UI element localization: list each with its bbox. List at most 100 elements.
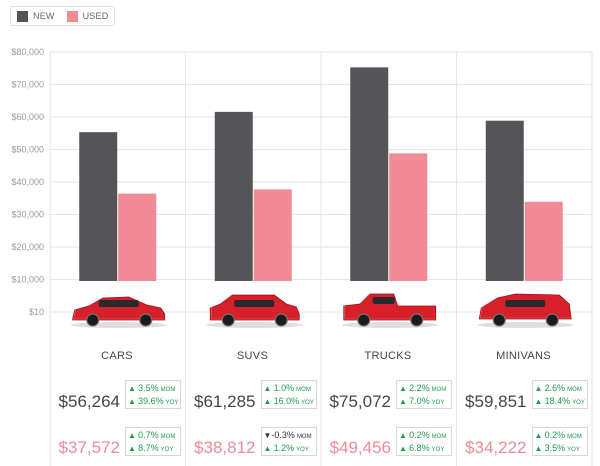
bar-used-trucks (389, 153, 428, 281)
new-change-box: ▲ 2.2% MOM ▲ 7.0% YOY (396, 380, 452, 409)
rear-wheel-icon (274, 313, 288, 327)
change-period: MOM (567, 387, 582, 393)
used-price: $34,222 (465, 438, 527, 457)
change-value: 1.0% (273, 383, 295, 393)
pickup-truck-icon (341, 292, 438, 328)
bar-used-suvs (253, 189, 292, 281)
new-change-box: ▲ 1.0% MOM ▲ 16.0% YOY (260, 380, 317, 409)
rear-wheel-icon (139, 313, 153, 327)
vehicle-shadow (477, 322, 574, 328)
change-row: ▲ 0.7% MOM (128, 429, 178, 442)
bar-used-cars (118, 193, 157, 281)
up-arrow-icon: ▲ (263, 444, 274, 453)
change-value: 39.6% (138, 396, 164, 406)
change-value: 0.2% (544, 430, 566, 440)
change-period: MOM (160, 387, 176, 393)
change-row: ▲ 3.5% YOY (535, 442, 585, 455)
front-wheel-icon (86, 313, 100, 327)
up-arrow-icon: ▲ (399, 397, 410, 406)
y-tick-label: $40,000 (11, 177, 44, 187)
new-change-box: ▲ 2.6% MOM ▲ 18.4% YOY (531, 380, 588, 409)
up-arrow-icon: ▲ (534, 384, 545, 393)
y-tick-label: $20,000 (11, 242, 44, 252)
used-change-box: ▲ 0.2% MOM ▲ 3.5% YOY (531, 427, 588, 456)
new-price: $59,851 (465, 392, 527, 411)
change-period: MOM (431, 434, 447, 440)
chart-legend: NEW USED (10, 6, 116, 26)
change-period: MOM (567, 434, 582, 440)
change-value: 2.2% (409, 383, 430, 393)
vehicle-body (343, 293, 437, 321)
front-wheel-icon (492, 313, 506, 327)
change-row: ▲ 18.4% YOY (535, 395, 585, 408)
rear-wheel-icon (545, 313, 559, 327)
change-row: ▲ 7.0% YOY (399, 395, 449, 408)
rear-wheel-icon (410, 313, 424, 327)
vehicle-body (209, 294, 300, 321)
change-value: 0.7% (138, 430, 159, 440)
change-row: ▲ 2.6% MOM (535, 382, 585, 395)
new-price: $56,264 (58, 392, 120, 411)
change-value: 7.0% (409, 396, 430, 406)
used-price: $37,572 (58, 438, 120, 457)
up-arrow-icon: ▲ (128, 444, 139, 453)
used-change-box: ▼-0.3% MOM ▲ 1.2% YOY (260, 427, 317, 456)
change-value: 8.7% (138, 443, 159, 453)
up-arrow-icon: ▲ (399, 431, 410, 440)
up-arrow-icon: ▲ (534, 397, 545, 406)
change-period: YOY (165, 400, 179, 406)
legend-item-used[interactable]: USED (66, 10, 109, 22)
change-row: ▲ 0.2% MOM (399, 429, 449, 442)
y-tick-label: $70,000 (11, 80, 44, 90)
change-period: MOM (296, 387, 311, 393)
category-label: CARS (101, 350, 133, 362)
change-value: 6.8% (409, 443, 430, 453)
legend-swatch-used (66, 10, 78, 22)
bar-new-suvs (214, 111, 253, 281)
change-value: 18.4% (544, 396, 571, 406)
y-tick-label: $50,000 (11, 145, 44, 155)
change-period: YOY (567, 447, 580, 453)
up-arrow-icon: ▲ (128, 384, 139, 393)
change-row: ▲ 16.0% YOY (264, 395, 314, 408)
category-label: MINIVANS (496, 350, 551, 362)
down-arrow-icon: ▼ (263, 431, 272, 440)
change-period: MOM (160, 434, 176, 440)
change-row: ▼-0.3% MOM (264, 429, 314, 442)
change-row: ▲ 6.8% YOY (399, 442, 449, 455)
legend-item-new[interactable]: NEW (17, 10, 55, 22)
vehicle-images (70, 292, 574, 328)
bar-new-minivans (485, 120, 524, 281)
vehicle-window (98, 300, 139, 307)
change-period: YOY (572, 400, 585, 406)
change-row: ▲ 1.2% YOY (264, 442, 314, 455)
vehicle-highlight (210, 293, 301, 320)
bar-new-cars (79, 132, 118, 281)
up-arrow-icon: ▲ (534, 431, 545, 440)
vehicle-shadow (70, 322, 167, 328)
category-label: SUVS (236, 350, 269, 362)
change-period: YOY (431, 400, 445, 406)
bars-layer (79, 67, 563, 281)
change-value: 0.2% (409, 430, 430, 440)
up-arrow-icon: ▲ (128, 397, 139, 406)
change-row: ▲ 2.2% MOM (399, 382, 449, 395)
y-tick-label: $80,000 (11, 47, 44, 57)
new-price: $61,285 (194, 392, 256, 411)
new-change-box: ▲ 3.5% MOM ▲ 39.6% YOY (125, 380, 181, 409)
up-arrow-icon: ▲ (128, 431, 139, 440)
vehicle-window (234, 300, 275, 307)
y-tick-label: $10 (29, 307, 44, 317)
up-arrow-icon: ▲ (399, 444, 410, 453)
vehicle-shadow (341, 322, 438, 328)
front-wheel-icon (221, 313, 235, 327)
up-arrow-icon: ▲ (263, 397, 274, 406)
used-change-box: ▲ 0.7% MOM ▲ 8.7% YOY (125, 427, 181, 456)
change-period: YOY (301, 400, 314, 406)
sedan-car-icon (70, 295, 167, 328)
new-price: $75,072 (329, 392, 391, 411)
vehicle-highlight (73, 295, 167, 320)
change-value: 1.2% (273, 443, 295, 453)
change-period: YOY (296, 447, 309, 453)
